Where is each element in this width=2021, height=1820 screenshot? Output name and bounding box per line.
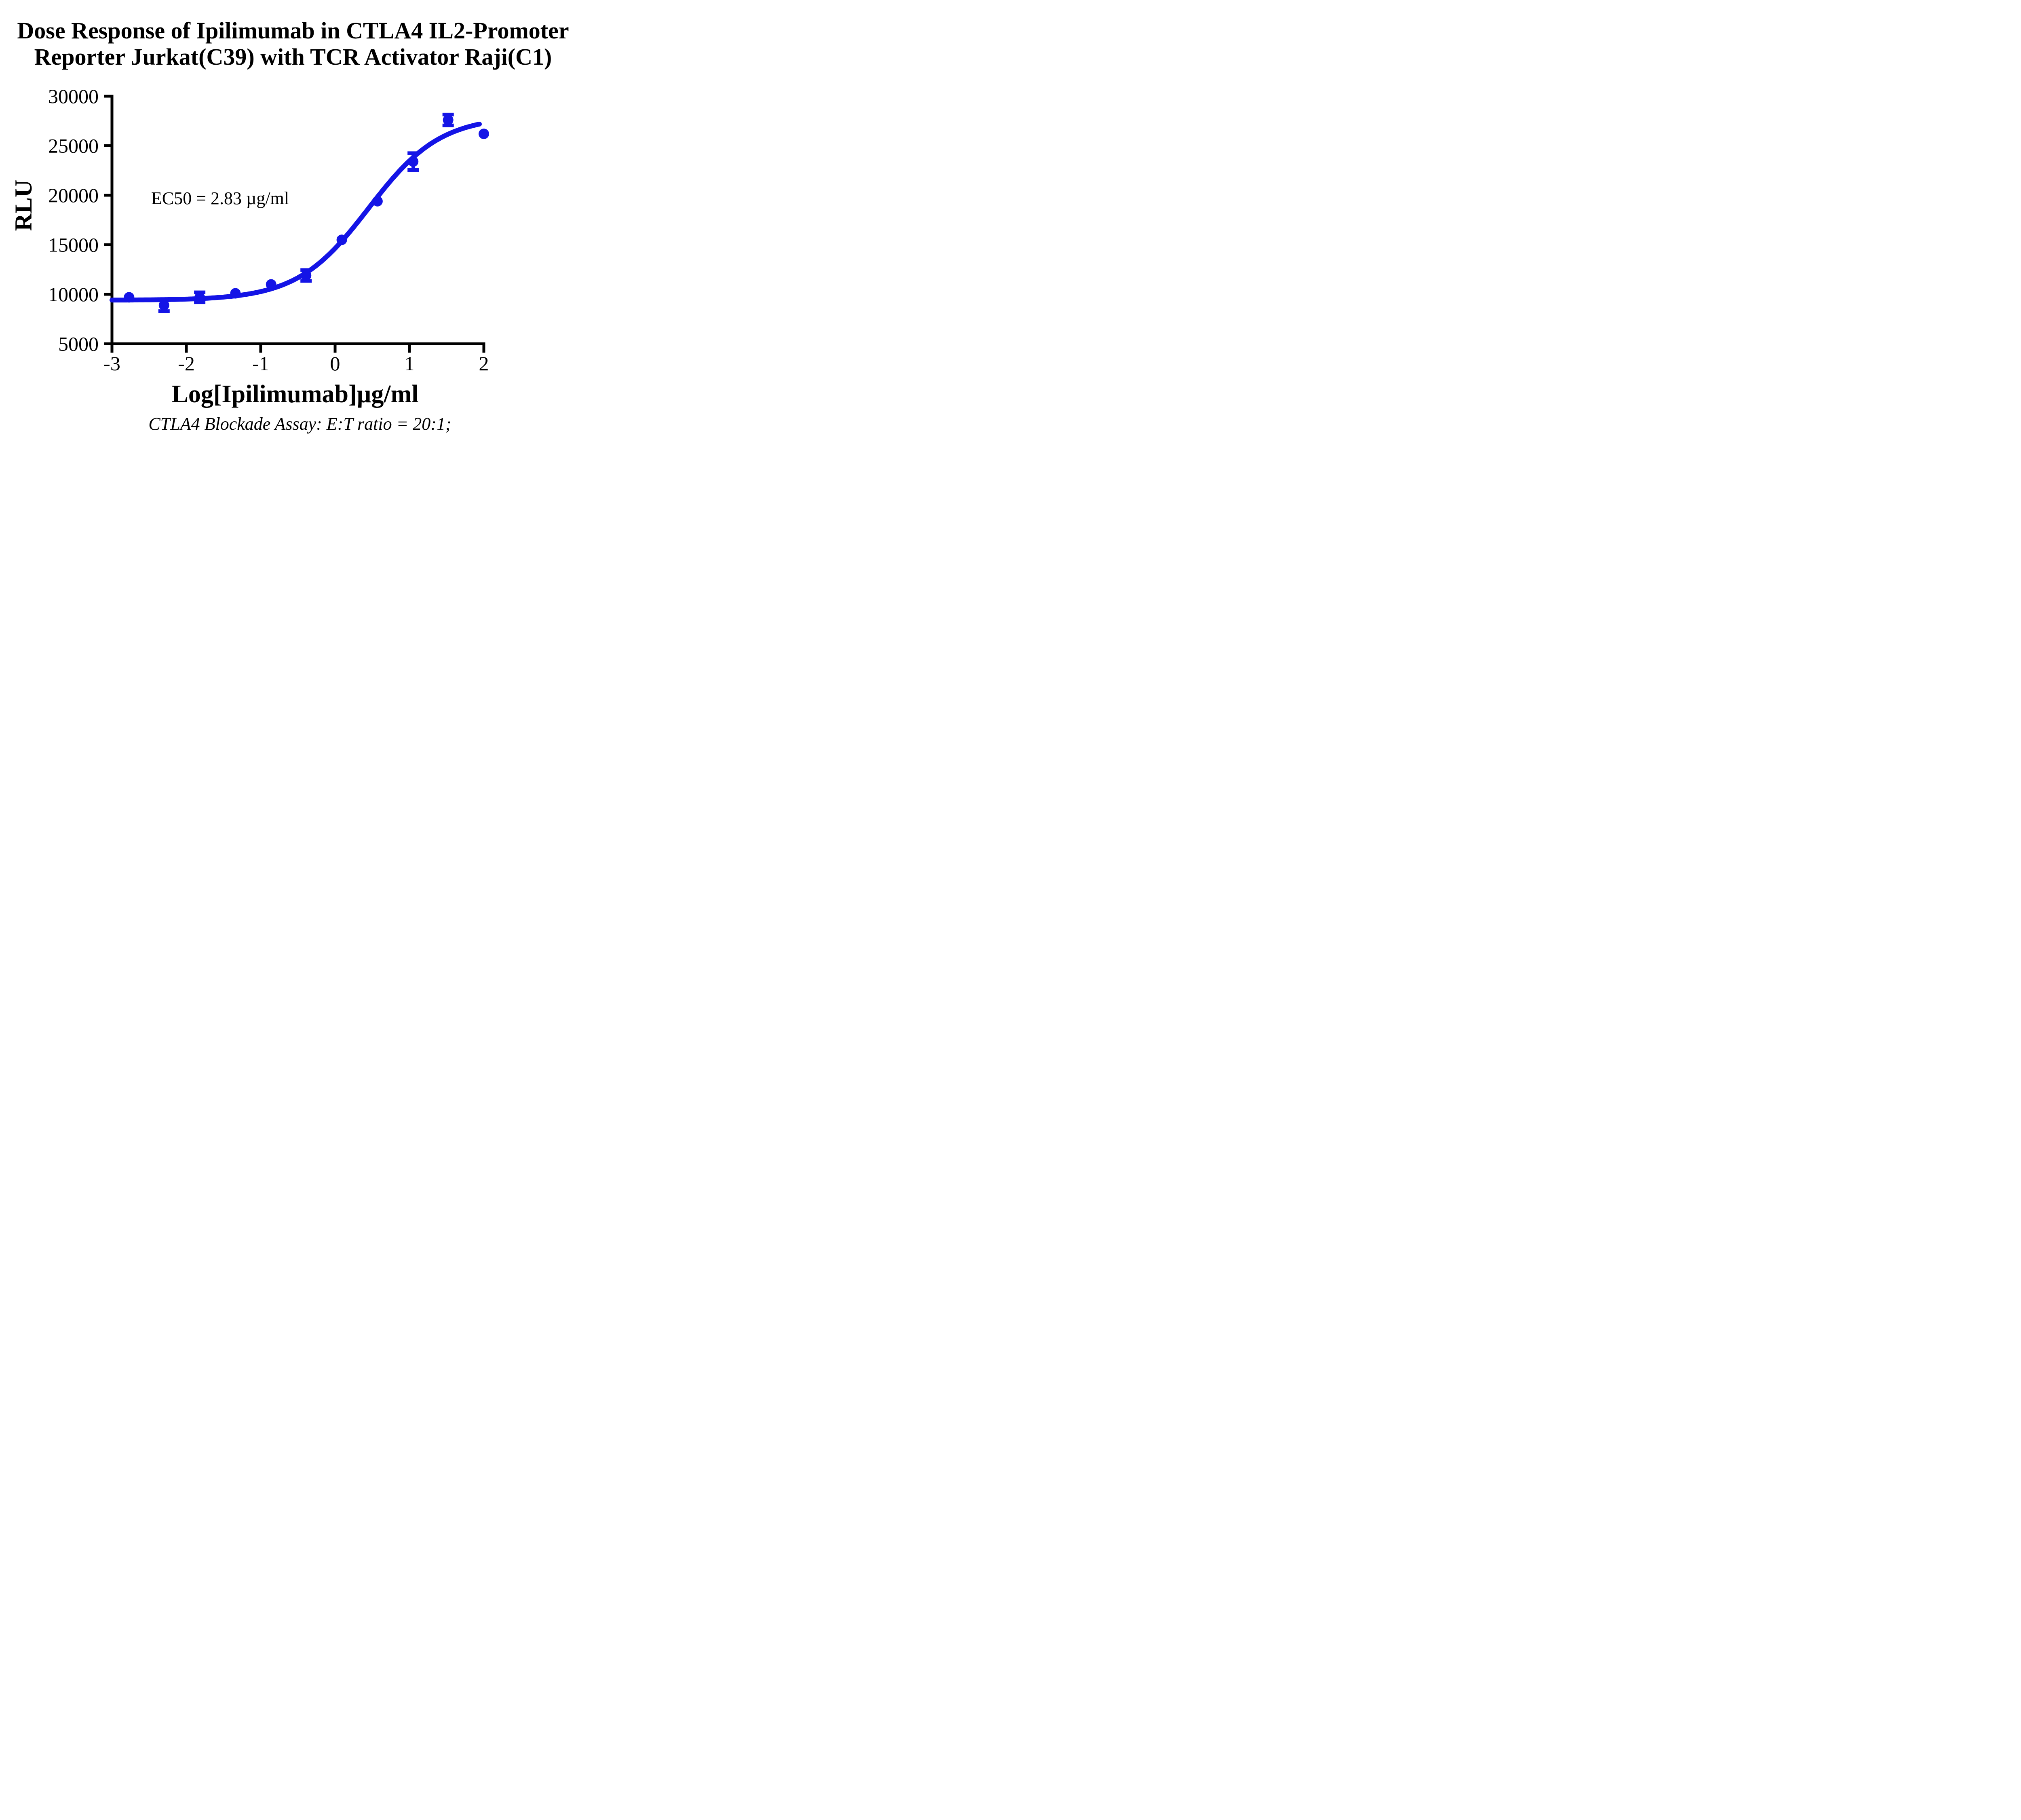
figure-page: Dose Response of Ipilimumab in CTLA4 IL2… [0, 0, 586, 455]
y-tick-label: 30000 [48, 85, 99, 108]
caption-text: CTLA4 Blockade Assay: E:T ratio = 20:1; [148, 414, 451, 434]
x-axis-title: Log[Ipilimumab]µg/ml [171, 380, 418, 408]
x-tick-label: -2 [178, 352, 195, 375]
data-point [443, 114, 454, 125]
y-tick-label: 20000 [48, 184, 99, 207]
fit-curve [110, 122, 482, 303]
y-axis-title: RLU [10, 180, 37, 231]
x-tick-label: 2 [479, 352, 489, 375]
data-point [124, 292, 135, 303]
x-tick-label: 0 [330, 352, 340, 375]
data-point [194, 292, 205, 303]
ec50-annotation: EC50 = 2.83 µg/ml [151, 188, 289, 208]
x-tick-label: 1 [405, 352, 415, 375]
chart-title-line2: Reporter Jurkat(C39) with TCR Activator … [34, 44, 552, 70]
x-tick-label: -3 [103, 352, 120, 375]
data-point [479, 129, 489, 139]
y-tick-label: 25000 [48, 135, 99, 157]
data-point [336, 234, 347, 245]
chart-title-line1: Dose Response of Ipilimumab in CTLA4 IL2… [17, 17, 569, 44]
x-tick-label: -1 [252, 352, 269, 375]
data-point [301, 270, 312, 281]
y-tick-label: 15000 [48, 234, 99, 256]
data-point [266, 279, 276, 290]
y-tick-label: 10000 [48, 283, 99, 306]
plot-area: 5000 10000 15000 20000 25000 30000 -3 -2 -1 0 1 2 [48, 85, 489, 375]
data-point [158, 300, 169, 310]
data-point [372, 196, 383, 207]
y-tick-label: 5000 [58, 333, 99, 355]
dose-response-chart: Dose Response of Ipilimumab in CTLA4 IL2… [10, 17, 569, 434]
data-point [408, 156, 419, 167]
data-point [230, 288, 241, 299]
